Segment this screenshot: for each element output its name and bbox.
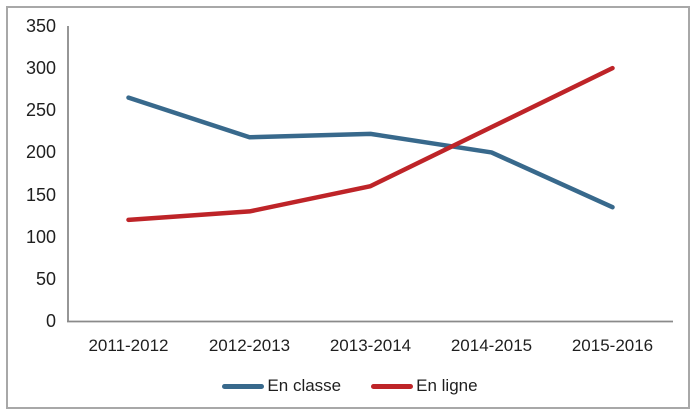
legend-item-en-ligne: En ligne xyxy=(371,374,478,398)
y-tick-label-350: 350 xyxy=(25,16,56,36)
x-tick-label-2015-2016: 2015-2016 xyxy=(571,336,654,355)
x-tick-label-2012-2013: 2012-2013 xyxy=(208,336,291,355)
y-tick-label-200: 200 xyxy=(25,142,56,163)
legend-item-en-classe: En classe xyxy=(222,374,341,398)
chart-frame xyxy=(6,6,690,409)
x-tick-label-2011-2012: 2011-2012 xyxy=(88,336,169,355)
legend: En classe En ligne xyxy=(0,374,700,398)
y-tick-label-300: 300 xyxy=(25,58,56,79)
series-line-en-classe xyxy=(126,95,615,210)
y-tick-label-50: 50 xyxy=(35,268,56,289)
y-tick-label-0: 0 xyxy=(45,311,56,331)
legend-line-swatch-en-ligne xyxy=(371,383,414,389)
y-tick-label-250: 250 xyxy=(25,100,56,121)
y-tick-label-150: 150 xyxy=(25,184,56,205)
legend-label-en-classe: En classe xyxy=(267,376,342,395)
x-tick-label-2013-2014: 2013-2014 xyxy=(329,336,412,355)
legend-label-en-ligne: En ligne xyxy=(416,376,478,395)
y-tick-label-100: 100 xyxy=(25,226,56,247)
legend-line-swatch-en-classe xyxy=(222,383,265,389)
series-line-en-ligne xyxy=(126,65,615,223)
x-tick-label-2014-2015: 2014-2015 xyxy=(450,336,533,355)
